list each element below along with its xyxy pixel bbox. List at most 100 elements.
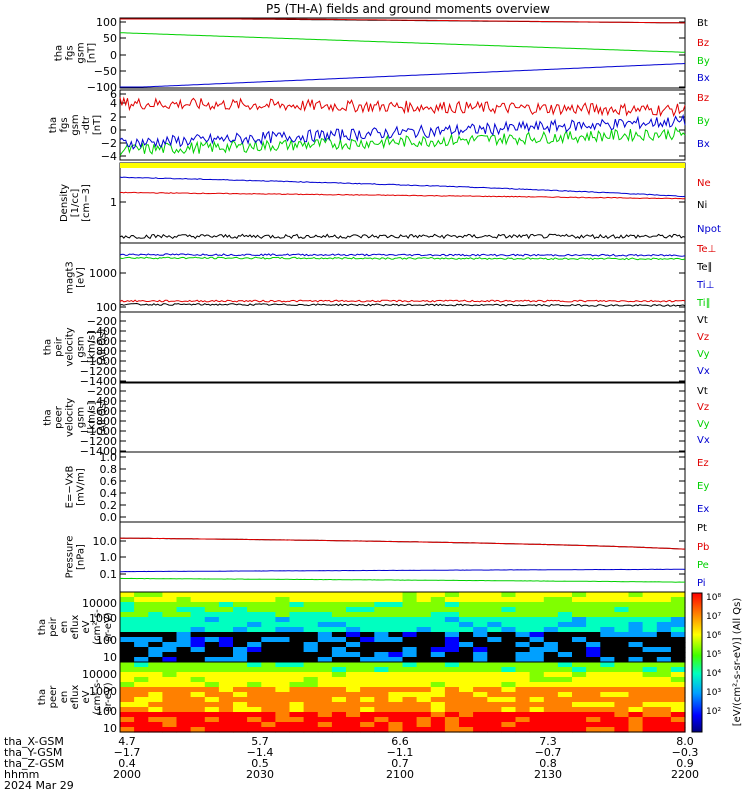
- heatmap-cell: [614, 727, 630, 733]
- heatmap-cell: [360, 622, 375, 628]
- heatmap-cell: [444, 657, 460, 663]
- heatmap-cell: [430, 717, 446, 723]
- panel-pressure: Pressure [nPa] 10.0 1.0 0.1 Pt Pb Pe Pi: [65, 521, 709, 593]
- heatmap-cell: [656, 707, 672, 713]
- heatmap-cell: [473, 712, 488, 718]
- heatmap-cell: [134, 657, 149, 663]
- heatmap-cell: [614, 687, 630, 693]
- heatmap-cell: [430, 692, 446, 698]
- heatmap-cell: [614, 712, 630, 718]
- heatmap-cell: [120, 687, 135, 693]
- heatmap-cell: [204, 697, 220, 703]
- heatmap-cell: [233, 687, 248, 693]
- heatmap-cell: [331, 622, 347, 628]
- heatmap-cell: [233, 727, 248, 733]
- heatmap-cell: [190, 597, 206, 603]
- legend-By: By: [697, 116, 710, 127]
- heatmap-cell: [656, 627, 672, 633]
- heatmap-cell: [473, 672, 488, 678]
- y-axis-label-line: [nT]: [92, 115, 103, 135]
- heatmap-cell: [204, 652, 220, 658]
- heatmap-cell: [346, 597, 361, 603]
- heatmap-cell: [303, 597, 319, 603]
- heatmap-cell: [416, 607, 432, 613]
- heatmap-cell: [247, 612, 262, 618]
- heatmap-cell: [459, 622, 474, 628]
- x-row-label: tha_Y-GSM: [4, 746, 62, 759]
- heatmap-cell: [120, 722, 135, 728]
- heatmap-cell: [120, 597, 135, 603]
- y-axis-label-line: eflux: [70, 685, 81, 710]
- heatmap-cell: [148, 652, 163, 658]
- heatmap-cell: [134, 707, 149, 713]
- heatmap-cell: [317, 597, 333, 603]
- heatmap-cell: [600, 597, 615, 603]
- heatmap-cell: [501, 722, 517, 728]
- heatmap-cell: [331, 617, 347, 623]
- heatmap-cell: [275, 657, 291, 663]
- heatmap-cell: [402, 687, 418, 693]
- heatmap-cell: [487, 617, 502, 623]
- heatmap-cell: [459, 592, 474, 598]
- heatmap-cell: [529, 622, 545, 628]
- heatmap-cell: [543, 722, 559, 728]
- heatmap-cell: [204, 717, 220, 723]
- y-axis-label-line: peir: [54, 336, 65, 356]
- heatmap-cell: [388, 682, 404, 688]
- heatmap-cell: [374, 682, 389, 688]
- heatmap-cell: [247, 677, 262, 683]
- heatmap-cell: [148, 712, 163, 718]
- heatmap-cell: [204, 637, 220, 643]
- y-axis-label-line: [cm−3]: [81, 184, 92, 222]
- heatmap-cell: [360, 717, 375, 723]
- colorbar-tick-label: 10²: [706, 707, 721, 717]
- heatmap-cell: [501, 717, 517, 723]
- heatmap-cell: [317, 637, 333, 643]
- heatmap-cell: [176, 692, 192, 698]
- heatmap-cell: [459, 617, 474, 623]
- heatmap-cell: [473, 592, 488, 598]
- colorbar-tick-label: 10⁸: [706, 593, 721, 603]
- heatmap-cell: [642, 607, 658, 613]
- heatmap-cell: [515, 717, 531, 723]
- y-axis-label-line: gsm: [76, 42, 87, 63]
- heatmap-cell: [586, 617, 601, 623]
- heatmap-cell: [388, 692, 404, 698]
- heatmap-cell: [628, 677, 644, 683]
- heatmap-cell: [289, 672, 305, 678]
- heatmap-cell: [176, 662, 192, 668]
- heatmap-cell: [557, 727, 573, 733]
- y-tick-label: 0: [110, 49, 117, 62]
- heatmap-cell: [134, 677, 149, 683]
- heatmap-cell: [430, 667, 446, 673]
- heatmap-cell: [628, 592, 644, 598]
- heatmap-cell: [487, 592, 502, 598]
- heatmap-cell: [120, 702, 135, 708]
- heatmap-cell: [557, 682, 573, 688]
- heatmap-cell: [430, 642, 446, 648]
- heatmap-cell: [586, 682, 601, 688]
- heatmap-cell: [572, 722, 587, 728]
- heatmap-cell: [162, 707, 178, 713]
- y-tick-label: −1000: [80, 355, 117, 368]
- heatmap-cell: [388, 592, 404, 598]
- heatmap-cell: [374, 642, 389, 648]
- heatmap-cell: [148, 627, 163, 633]
- heatmap-cell: [388, 672, 404, 678]
- heatmap-cell: [600, 717, 615, 723]
- y-tick-label: 1000: [89, 685, 117, 698]
- heatmap-cell: [162, 627, 178, 633]
- legend-Vy: Vy: [697, 349, 710, 360]
- heatmap-cell: [416, 657, 432, 663]
- heatmap-cell: [261, 682, 276, 688]
- heatmap-cell: [487, 607, 502, 613]
- heatmap-cell: [120, 652, 135, 658]
- heatmap-cell: [572, 667, 587, 673]
- heatmap-cell: [572, 652, 587, 658]
- heatmap-cell: [642, 722, 658, 728]
- heatmap-cell: [317, 707, 333, 713]
- heatmap-cell: [289, 722, 305, 728]
- heatmap-cell: [473, 627, 488, 633]
- heatmap-cell: [275, 647, 291, 653]
- heatmap-cell: [586, 662, 601, 668]
